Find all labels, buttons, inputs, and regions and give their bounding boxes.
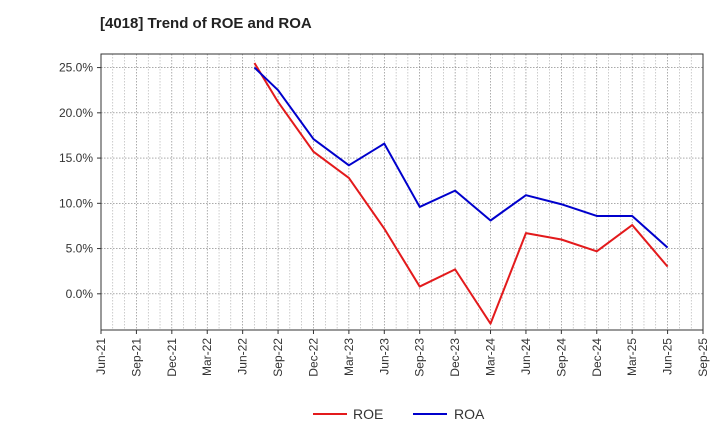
y-tick-label: 25.0% [59, 61, 93, 75]
series-line-roe [253, 62, 669, 325]
grid-lines [100, 54, 704, 330]
x-tick-label: Mar-25 [625, 338, 639, 376]
legend-roa-label: ROA [454, 406, 485, 422]
x-tick-label: Sep-24 [554, 338, 568, 377]
x-tick-label: Jun-22 [236, 338, 250, 375]
x-tick-label: Dec-21 [165, 338, 179, 377]
series-lines [253, 62, 669, 325]
x-tick-label: Dec-23 [448, 338, 462, 377]
y-tick-label: 20.0% [59, 106, 93, 120]
y-tick-label: 5.0% [66, 242, 94, 256]
x-tick-label: Jun-24 [519, 338, 533, 375]
legend-roe-label: ROE [353, 406, 383, 422]
x-tick-label: Sep-22 [271, 338, 285, 377]
x-tick-label: Sep-25 [696, 338, 710, 377]
x-tick-label: Dec-24 [590, 338, 604, 377]
legend: ROE ROA [313, 406, 485, 422]
series-line-roa [253, 66, 669, 249]
chart-title: [4018] Trend of ROE and ROA [100, 15, 312, 32]
x-tick-label: Mar-23 [342, 338, 356, 376]
x-tick-label: Mar-24 [484, 338, 498, 376]
x-axis: Jun-21 Sep-21 Dec-21 Mar-22 Jun-22 Sep-22 Dec-… [94, 330, 710, 377]
x-tick-label: Mar-22 [200, 338, 214, 376]
y-tick-label: 10.0% [59, 196, 93, 210]
x-tick-label: Jun-21 [94, 338, 108, 375]
x-tick-label: Sep-23 [413, 338, 427, 377]
x-tick-label: Sep-21 [129, 338, 143, 377]
y-tick-label: 0.0% [66, 287, 94, 301]
x-tick-label: Jun-25 [661, 338, 675, 375]
y-axis: 25.0% 20.0% 15.0% 10.0% 5.0% 0.0% [59, 61, 101, 301]
x-tick-label: Dec-22 [306, 338, 320, 377]
y-tick-label: 15.0% [59, 151, 93, 165]
x-tick-label: Jun-23 [377, 338, 391, 375]
plot-area [100, 53, 704, 331]
